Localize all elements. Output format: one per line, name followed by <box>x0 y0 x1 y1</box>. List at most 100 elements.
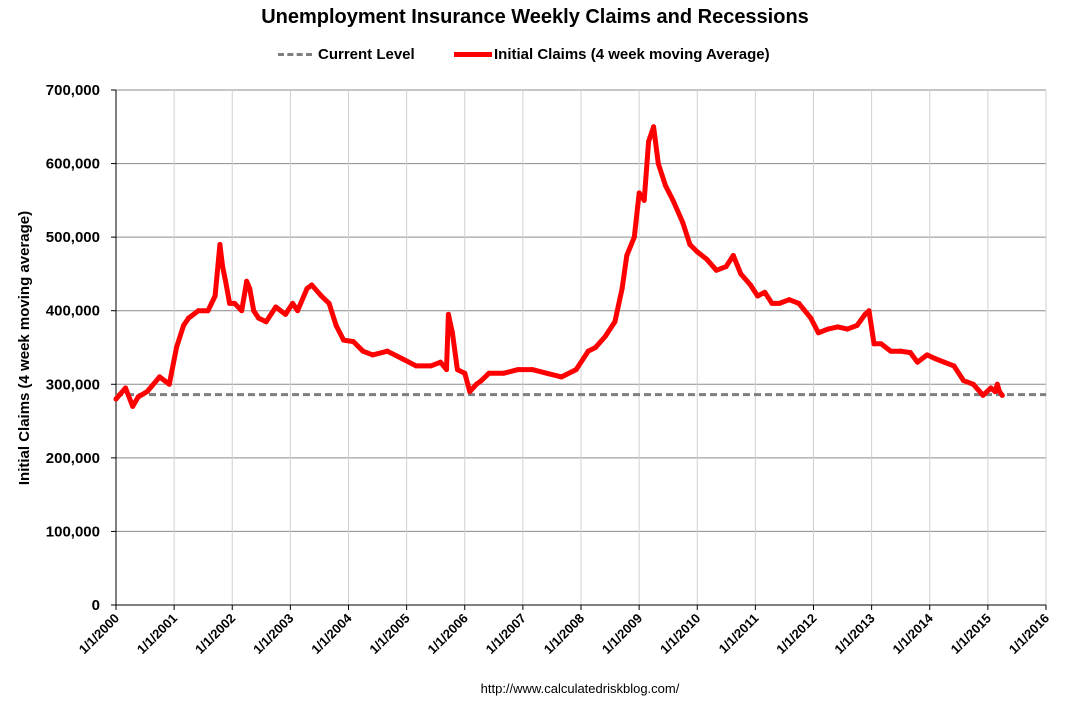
initial-claims-point <box>738 271 744 277</box>
initial-claims-point <box>195 308 201 314</box>
y-tick-label: 400,000 <box>46 303 100 320</box>
initial-claims-point <box>360 348 366 354</box>
initial-claims-point <box>181 322 187 328</box>
initial-claims-point <box>636 190 642 196</box>
initial-claims-point <box>871 341 877 347</box>
initial-claims-point <box>467 389 473 395</box>
initial-claims-point <box>309 282 315 288</box>
initial-claims-point <box>529 367 535 373</box>
x-tick-label: 1/1/2002 <box>192 611 238 657</box>
initial-claims-point <box>619 286 625 292</box>
initial-claims-point <box>694 249 700 255</box>
x-tick-label: 1/1/2004 <box>308 610 355 657</box>
initial-claims-point <box>786 297 792 303</box>
x-tick-label: 1/1/2010 <box>657 611 703 657</box>
initial-claims-point <box>135 394 141 400</box>
x-tick-label: 1/1/2013 <box>831 611 877 657</box>
initial-claims-point <box>166 381 172 387</box>
initial-claims-point <box>815 330 821 336</box>
initial-claims-point <box>515 367 521 373</box>
initial-claims-point <box>663 183 669 189</box>
initial-claims-point <box>680 219 686 225</box>
initial-claims-point <box>980 392 986 398</box>
initial-claims-point <box>454 367 460 373</box>
initial-claims-point <box>776 300 782 306</box>
initial-claims-point <box>573 367 579 373</box>
initial-claims-point <box>350 339 356 345</box>
chart-legend: Current Level Initial Claims (4 week mov… <box>0 46 1070 68</box>
initial-claims-point <box>437 359 443 365</box>
initial-claims-point <box>256 315 262 321</box>
initial-claims-point <box>585 348 591 354</box>
initial-claims-point <box>631 234 637 240</box>
initial-claims-point <box>762 289 768 295</box>
initial-claims-point <box>295 308 301 314</box>
initial-claims-point <box>866 308 872 314</box>
initial-claims-point <box>370 352 376 358</box>
y-tick-label: 700,000 <box>46 82 100 99</box>
initial-claims-point <box>399 356 405 362</box>
x-tick-label: 1/1/2008 <box>541 611 587 657</box>
y-tick-label: 600,000 <box>46 156 100 173</box>
y-tick-label: 0 <box>92 597 100 614</box>
chart-title: Unemployment Insurance Weekly Claims and… <box>261 6 809 28</box>
initial-claims-point <box>341 337 347 343</box>
initial-claims-point <box>992 389 998 395</box>
initial-claims-point <box>704 256 710 262</box>
initial-claims-point <box>907 350 913 356</box>
initial-claims-point <box>723 264 729 270</box>
initial-claims-point <box>961 378 967 384</box>
initial-claims-point <box>144 389 150 395</box>
initial-claims-point <box>205 308 211 314</box>
initial-claims-point <box>651 124 657 130</box>
initial-claims-point <box>592 345 598 350</box>
initial-claims-point <box>113 396 119 402</box>
initial-claims-point <box>641 197 647 203</box>
initial-claims-point <box>825 326 831 332</box>
initial-claims-point <box>173 345 179 350</box>
initial-claims-point <box>473 381 479 387</box>
initial-claims-point <box>212 293 218 299</box>
initial-claims-point <box>445 311 451 317</box>
initial-claims-point <box>227 300 233 306</box>
x-tick-label: 1/1/2003 <box>250 611 296 657</box>
initial-claims-point <box>655 161 661 167</box>
y-tick-label: 500,000 <box>46 229 100 246</box>
initial-claims-point <box>282 311 288 317</box>
y-tick-label: 200,000 <box>46 450 100 467</box>
initial-claims-point <box>862 311 868 317</box>
initial-claims-point <box>232 300 238 306</box>
legend-item-current-level: Current Level <box>278 46 415 63</box>
initial-claims-point <box>713 267 719 273</box>
initial-claims-point <box>273 304 279 310</box>
initial-claims-line <box>113 124 1005 409</box>
initial-claims-point <box>544 370 550 376</box>
axes <box>111 89 1047 610</box>
legend-label-initial-claims: Initial Claims (4 week moving Average) <box>494 46 770 63</box>
initial-claims-point <box>413 363 419 369</box>
initial-claims-point <box>941 359 947 365</box>
x-tick-label: 1/1/2014 <box>889 610 936 657</box>
initial-claims-point <box>924 352 930 358</box>
initial-claims-point <box>326 300 332 306</box>
initial-claims-point <box>888 348 894 354</box>
initial-claims-point <box>486 370 492 376</box>
initial-claims-point <box>130 403 136 409</box>
initial-claims-point <box>501 370 506 376</box>
initial-claims-point <box>994 381 1000 387</box>
x-tick-label: 1/1/2012 <box>773 611 819 657</box>
initial-claims-point <box>951 363 957 369</box>
initial-claims-point <box>559 374 565 380</box>
y-axis-label: Initial Claims (4 week moving average) <box>16 211 33 485</box>
x-tick-label: 1/1/2011 <box>716 611 762 657</box>
initial-claims-point <box>670 197 676 203</box>
initial-claims-point <box>333 322 339 328</box>
initial-claims-point <box>854 322 860 328</box>
initial-claims-point <box>223 278 229 284</box>
initial-claims-point <box>602 333 608 339</box>
initial-claims-point <box>157 374 163 380</box>
initial-claims-point <box>970 381 976 387</box>
initial-claims-point <box>755 293 761 299</box>
initial-claims-point <box>318 293 324 299</box>
initial-claims-point <box>406 359 412 365</box>
